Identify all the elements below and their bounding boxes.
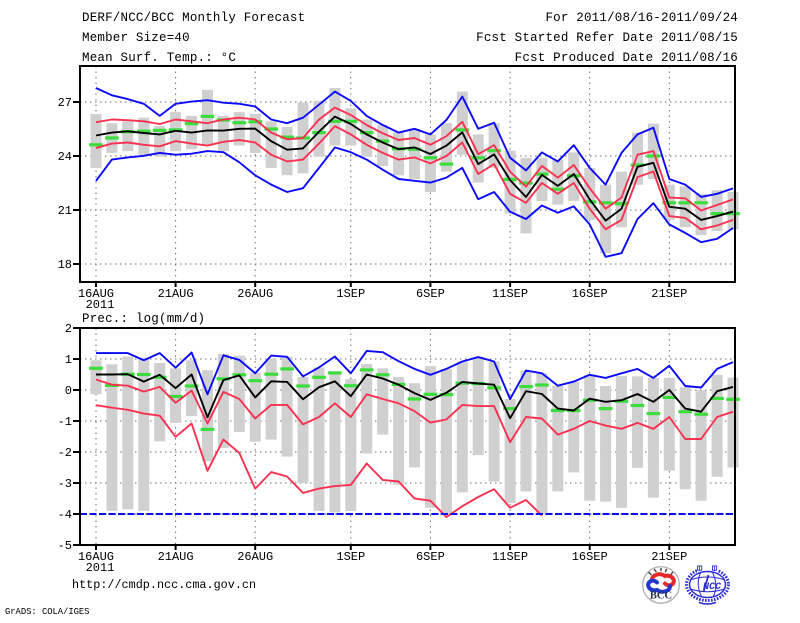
svg-text:1: 1 xyxy=(65,353,72,367)
svg-text:Member Size=40: Member Size=40 xyxy=(82,31,190,45)
svg-text:6SEP: 6SEP xyxy=(416,287,445,301)
svg-text:16SEP: 16SEP xyxy=(572,287,608,301)
svg-text:http://cmdp.ncc.cma.gov.cn: http://cmdp.ncc.cma.gov.cn xyxy=(72,578,256,592)
svg-text:16AUG: 16AUG xyxy=(78,287,114,301)
svg-text:21SEP: 21SEP xyxy=(651,287,687,301)
svg-text:21: 21 xyxy=(58,204,72,218)
svg-text:21AUG: 21AUG xyxy=(158,287,194,301)
svg-text:16SEP: 16SEP xyxy=(572,550,608,564)
svg-text:DERF/NCC/BCC Monthly Forecast: DERF/NCC/BCC Monthly Forecast xyxy=(82,11,305,25)
svg-text:-5: -5 xyxy=(58,539,72,553)
svg-text:-4: -4 xyxy=(58,508,72,522)
svg-text:Fcst Started Refer Date 2011/0: Fcst Started Refer Date 2011/08/15 xyxy=(476,31,738,45)
svg-text:Mean Surf. Temp.: °C: Mean Surf. Temp.: °C xyxy=(82,51,236,65)
svg-text:27: 27 xyxy=(58,96,72,110)
svg-text:-1: -1 xyxy=(58,415,72,429)
svg-text:For 2011/08/16-2011/09/24: For 2011/08/16-2011/09/24 xyxy=(545,11,738,25)
svg-text:11SEP: 11SEP xyxy=(492,287,528,301)
svg-text:0: 0 xyxy=(65,384,72,398)
svg-text:2011: 2011 xyxy=(86,298,115,312)
svg-text:-2: -2 xyxy=(58,446,72,460)
svg-text:NCC: NCC xyxy=(703,582,721,593)
svg-text:26AUG: 26AUG xyxy=(237,287,273,301)
svg-text:11SEP: 11SEP xyxy=(492,550,528,564)
svg-text:1SEP: 1SEP xyxy=(336,287,365,301)
svg-text:16AUG: 16AUG xyxy=(78,550,114,564)
svg-text:24: 24 xyxy=(58,150,72,164)
svg-text:21SEP: 21SEP xyxy=(651,550,687,564)
svg-text:-3: -3 xyxy=(58,477,72,491)
svg-text:Fcst Produced Date 2011/08/16: Fcst Produced Date 2011/08/16 xyxy=(515,51,738,65)
svg-text:6SEP: 6SEP xyxy=(416,550,445,564)
svg-text:26AUG: 26AUG xyxy=(237,550,273,564)
svg-text:21AUG: 21AUG xyxy=(158,550,194,564)
svg-text:Prec.: log(mm/d): Prec.: log(mm/d) xyxy=(82,312,205,326)
svg-text:2011: 2011 xyxy=(86,561,115,575)
svg-text:2: 2 xyxy=(65,322,72,336)
svg-text:BCC: BCC xyxy=(650,591,672,602)
svg-text:18: 18 xyxy=(58,258,72,272)
svg-text:1SEP: 1SEP xyxy=(336,550,365,564)
svg-text:GrADS: COLA/IGES: GrADS: COLA/IGES xyxy=(5,607,89,617)
